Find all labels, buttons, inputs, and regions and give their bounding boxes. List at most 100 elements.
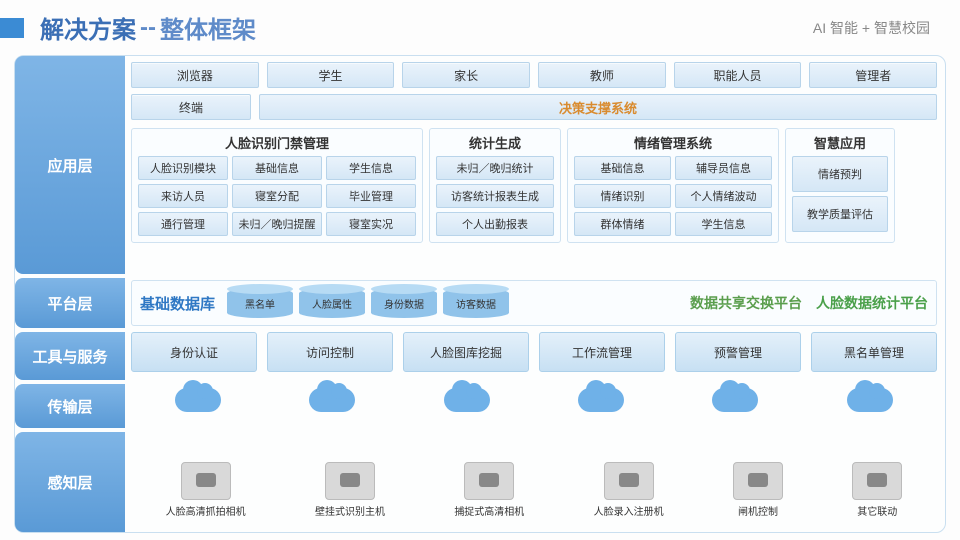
device-label: 壁挂式识别主机	[315, 503, 385, 518]
device-item: 捕捉式高清相机	[454, 462, 524, 518]
decision-support-box: 决策支撑系统	[259, 94, 937, 120]
cell: 基础信息	[232, 156, 322, 180]
sidebar-platform-layer: 平台层	[15, 278, 125, 328]
module-title: 人脸识别门禁管理	[138, 133, 416, 152]
tools-row: 身份认证 访问控制 人脸图库挖掘 工作流管理 预警管理 黑名单管理	[131, 332, 937, 372]
sidebar-sensing-layer: 感知层	[15, 432, 125, 532]
client-admin: 管理者	[809, 62, 937, 88]
tool-auth: 身份认证	[131, 332, 257, 372]
other-device-icon	[852, 462, 902, 500]
device-label: 捕捉式高清相机	[454, 503, 524, 518]
tool-mining: 人脸图库挖掘	[403, 332, 529, 372]
cloud-icon	[712, 388, 758, 412]
cloud-icon	[309, 388, 355, 412]
module-smart-app: 智慧应用 情绪预判 教学质量评估	[785, 128, 895, 243]
cloud-icon	[175, 388, 221, 412]
app-modules: 人脸识别门禁管理 人脸识别模块 基础信息 学生信息 来访人员 寝室分配 毕业管理…	[131, 128, 937, 243]
application-layer: 浏览器 学生 家长 教师 职能人员 管理者 终端 决策支撑系统 人脸识别门禁管理…	[131, 62, 937, 276]
sidebar-tools-layer: 工具与服务	[15, 332, 125, 380]
cell: 学生信息	[326, 156, 416, 180]
client-staff: 职能人员	[674, 62, 802, 88]
cell: 基础信息	[574, 156, 671, 180]
title-main: 解决方案	[40, 10, 136, 45]
app-row-terminal: 终端 决策支撑系统	[131, 94, 937, 120]
cell: 个人出勤报表	[436, 212, 554, 236]
device-item: 其它联动	[852, 462, 902, 518]
slide-header: 解决方案 -- 整体框架 AI 智能 + 智慧校园	[0, 0, 960, 51]
title-sep: --	[140, 14, 156, 42]
cell: 情绪预判	[792, 156, 888, 192]
layer-sidebar: 应用层 平台层 工具与服务 传输层 感知层	[15, 56, 125, 532]
device-item: 人脸录入注册机	[594, 462, 664, 518]
cell: 情绪识别	[574, 184, 671, 208]
sidebar-transport-layer: 传输层	[15, 384, 125, 428]
tools-layer: 身份认证 访问控制 人脸图库挖掘 工作流管理 预警管理 黑名单管理	[131, 332, 937, 376]
module-grid: 情绪预判 教学质量评估	[792, 156, 888, 232]
cell: 人脸识别模块	[138, 156, 228, 180]
register-terminal-icon	[604, 462, 654, 500]
client-student: 学生	[267, 62, 395, 88]
title-sub: 整体框架	[160, 10, 256, 45]
cell: 教学质量评估	[792, 196, 888, 232]
module-title: 智慧应用	[792, 133, 888, 152]
title-accent-bar	[0, 18, 24, 38]
module-face-access: 人脸识别门禁管理 人脸识别模块 基础信息 学生信息 来访人员 寝室分配 毕业管理…	[131, 128, 423, 243]
cloud-icon	[578, 388, 624, 412]
cell: 来访人员	[138, 184, 228, 208]
module-stats: 统计生成 未归／晚归统计 访客统计报表生成 个人出勤报表	[429, 128, 561, 243]
db-title: 基础数据库	[140, 293, 215, 314]
device-item: 壁挂式识别主机	[315, 462, 385, 518]
brand-text: AI 智能 + 智慧校园	[813, 18, 930, 38]
tool-workflow: 工作流管理	[539, 332, 665, 372]
architecture-frame: 应用层 平台层 工具与服务 传输层 感知层 浏览器 学生 家长 教师 职能人员 …	[14, 55, 946, 533]
module-grid: 未归／晚归统计 访客统计报表生成 个人出勤报表	[436, 156, 554, 236]
base-database-group: 基础数据库 黑名单 人脸属性 身份数据 访客数据	[140, 288, 676, 318]
db-cylinder: 身份数据	[371, 288, 437, 318]
tool-alert: 预警管理	[675, 332, 801, 372]
device-label: 人脸高清抓拍相机	[166, 503, 246, 518]
device-item: 闸机控制	[733, 462, 783, 518]
device-label: 人脸录入注册机	[594, 503, 664, 518]
cell: 群体情绪	[574, 212, 671, 236]
cloud-icon	[847, 388, 893, 412]
tool-blacklist: 黑名单管理	[811, 332, 937, 372]
capture-camera-icon	[464, 462, 514, 500]
tool-access: 访问控制	[267, 332, 393, 372]
db-cylinder: 人脸属性	[299, 288, 365, 318]
title-wrap: 解决方案 -- 整体框架	[0, 10, 256, 45]
terminal-box: 终端	[131, 94, 251, 120]
module-grid: 人脸识别模块 基础信息 学生信息 来访人员 寝室分配 毕业管理 通行管理 未归／…	[138, 156, 416, 236]
cell: 毕业管理	[326, 184, 416, 208]
db-cylinder: 黑名单	[227, 288, 293, 318]
main-content: 浏览器 学生 家长 教师 职能人员 管理者 终端 决策支撑系统 人脸识别门禁管理…	[125, 56, 945, 532]
data-exchange-platform: 数据共享交换平台	[690, 293, 802, 313]
cell: 辅导员信息	[675, 156, 772, 180]
cell: 未归／晚归统计	[436, 156, 554, 180]
device-item: 人脸高清抓拍相机	[166, 462, 246, 518]
cell: 未归／晚归提醒	[232, 212, 322, 236]
platform-box: 基础数据库 黑名单 人脸属性 身份数据 访客数据 数据共享交换平台 人脸数据统计…	[131, 280, 937, 326]
device-label: 闸机控制	[738, 503, 778, 518]
cell: 寝室分配	[232, 184, 322, 208]
client-parent: 家长	[402, 62, 530, 88]
app-row-clients: 浏览器 学生 家长 教师 职能人员 管理者	[131, 62, 937, 88]
module-emotion: 情绪管理系统 基础信息 辅导员信息 情绪识别 个人情绪波动 群体情绪 学生信息	[567, 128, 779, 243]
wall-terminal-icon	[325, 462, 375, 500]
cell: 学生信息	[675, 212, 772, 236]
camera-icon	[181, 462, 231, 500]
cell: 访客统计报表生成	[436, 184, 554, 208]
db-cylinder: 访客数据	[443, 288, 509, 318]
client-browser: 浏览器	[131, 62, 259, 88]
face-stats-platform: 人脸数据统计平台	[816, 293, 928, 313]
sensing-layer: 人脸高清抓拍相机 壁挂式识别主机 捕捉式高清相机 人脸录入注册机 闸机控制 其它…	[131, 424, 937, 522]
module-title: 情绪管理系统	[574, 133, 772, 152]
cell: 寝室实况	[326, 212, 416, 236]
module-grid: 基础信息 辅导员信息 情绪识别 个人情绪波动 群体情绪 学生信息	[574, 156, 772, 236]
cell: 通行管理	[138, 212, 228, 236]
module-title: 统计生成	[436, 133, 554, 152]
client-teacher: 教师	[538, 62, 666, 88]
platform-layer: 基础数据库 黑名单 人脸属性 身份数据 访客数据 数据共享交换平台 人脸数据统计…	[131, 280, 937, 328]
device-label: 其它联动	[857, 503, 897, 518]
sidebar-app-layer: 应用层	[15, 56, 125, 274]
gate-controller-icon	[733, 462, 783, 500]
